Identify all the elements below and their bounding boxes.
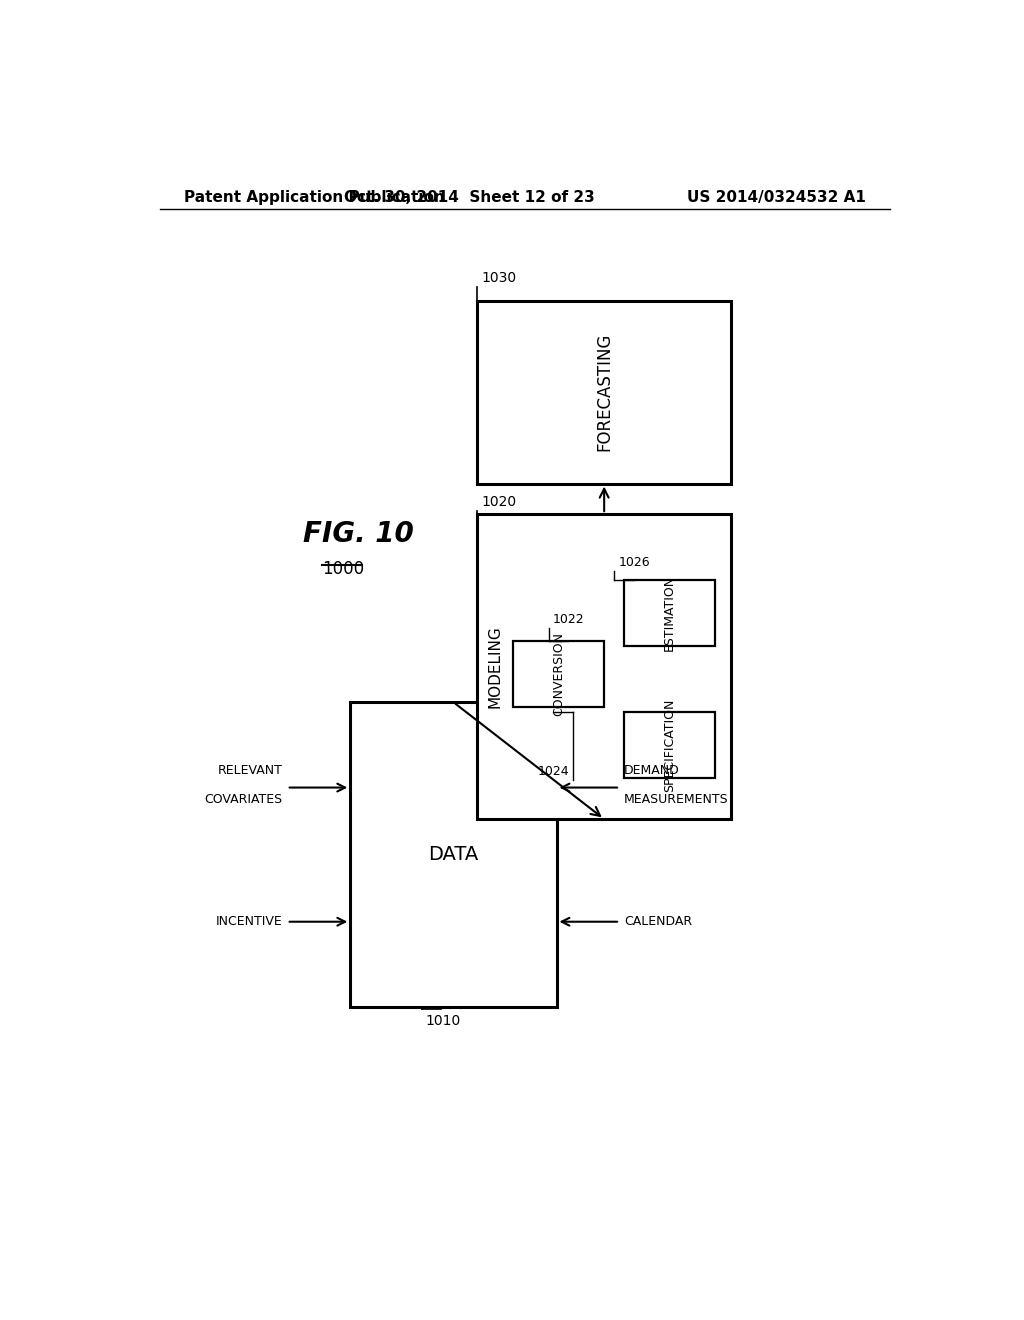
Text: MODELING: MODELING xyxy=(487,626,502,708)
Text: FIG. 10: FIG. 10 xyxy=(303,520,414,549)
Text: CALENDAR: CALENDAR xyxy=(624,915,692,928)
Text: INCENTIVE: INCENTIVE xyxy=(216,915,283,928)
Bar xyxy=(624,713,715,779)
Text: COVARIATES: COVARIATES xyxy=(205,792,283,805)
Bar xyxy=(513,642,604,708)
Text: ESTIMATION: ESTIMATION xyxy=(664,576,676,651)
Text: SPECIFICATION: SPECIFICATION xyxy=(664,698,676,792)
Text: 1022: 1022 xyxy=(553,612,585,626)
Text: 1020: 1020 xyxy=(481,495,516,510)
Text: RELEVANT: RELEVANT xyxy=(218,764,283,777)
Text: US 2014/0324532 A1: US 2014/0324532 A1 xyxy=(687,190,866,205)
Text: MEASUREMENTS: MEASUREMENTS xyxy=(624,792,729,805)
Text: Oct. 30, 2014  Sheet 12 of 23: Oct. 30, 2014 Sheet 12 of 23 xyxy=(344,190,595,205)
Text: DEMAND: DEMAND xyxy=(624,764,680,777)
Bar xyxy=(477,301,731,483)
Bar xyxy=(477,515,731,818)
Text: 1030: 1030 xyxy=(481,272,516,285)
Text: 1024: 1024 xyxy=(538,766,569,779)
Text: 1010: 1010 xyxy=(426,1014,461,1028)
Text: Patent Application Publication: Patent Application Publication xyxy=(183,190,444,205)
Text: 1000: 1000 xyxy=(323,560,365,578)
Bar xyxy=(624,581,715,647)
Text: DATA: DATA xyxy=(428,845,478,865)
Text: CONVERSION: CONVERSION xyxy=(552,632,565,717)
Text: 1026: 1026 xyxy=(618,556,650,569)
Text: FORECASTING: FORECASTING xyxy=(595,333,613,451)
Bar xyxy=(350,702,557,1007)
